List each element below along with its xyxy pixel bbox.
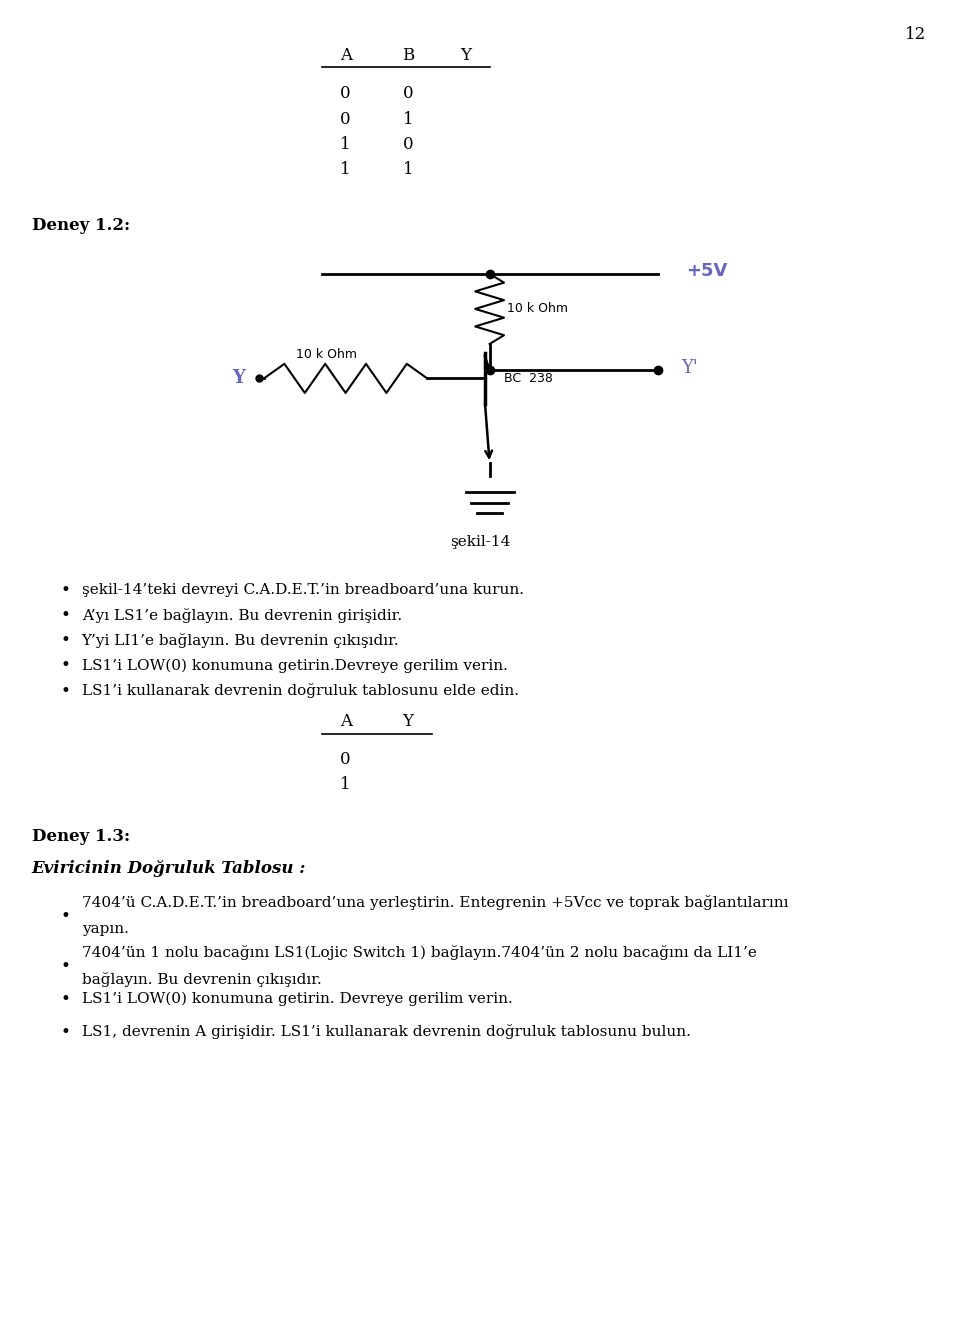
Text: B: B — [402, 46, 414, 64]
Text: LS1, devrenin A girişidir. LS1’i kullanarak devrenin doğruluk tablosunu bulun.: LS1, devrenin A girişidir. LS1’i kullana… — [82, 1024, 690, 1040]
Text: 0: 0 — [402, 86, 414, 102]
Text: Y: Y — [460, 46, 471, 64]
Text: Y’yi LI1’e bağlayın. Bu devrenin çıkışıdır.: Y’yi LI1’e bağlayın. Bu devrenin çıkışıd… — [82, 632, 399, 648]
Text: Eviricinin Doğruluk Tablosu :: Eviricinin Doğruluk Tablosu : — [32, 860, 306, 877]
Text: Y': Y' — [682, 359, 698, 377]
Text: Deney 1.2:: Deney 1.2: — [32, 217, 130, 234]
Text: 0: 0 — [402, 136, 414, 152]
Text: LS1’i LOW(0) konumuna getirin.Devreye gerilim verin.: LS1’i LOW(0) konumuna getirin.Devreye ge… — [82, 659, 508, 672]
Text: •: • — [60, 681, 70, 700]
Text: •: • — [60, 957, 70, 975]
Text: •: • — [60, 606, 70, 624]
Text: •: • — [60, 656, 70, 675]
Text: +5V: +5V — [686, 262, 728, 280]
Text: Deney 1.3:: Deney 1.3: — [32, 828, 130, 845]
Text: 1: 1 — [402, 161, 414, 177]
Text: A’yı LS1’e bağlayın. Bu devrenin girişidir.: A’yı LS1’e bağlayın. Bu devrenin girişid… — [82, 607, 401, 623]
Text: 7404’ü C.A.D.E.T.’in breadboard’una yerleştirin. Entegrenin +5Vcc ve toprak bağl: 7404’ü C.A.D.E.T.’in breadboard’una yerl… — [82, 894, 788, 910]
Text: A: A — [340, 46, 351, 64]
Text: 1: 1 — [402, 111, 414, 127]
Text: •: • — [60, 1023, 70, 1041]
Text: BC  238: BC 238 — [504, 372, 553, 385]
Text: 10 k Ohm: 10 k Ohm — [507, 302, 568, 315]
Text: 1: 1 — [340, 777, 351, 792]
Text: Y: Y — [402, 713, 414, 730]
Text: •: • — [60, 581, 70, 599]
Text: 1: 1 — [340, 136, 351, 152]
Text: Y: Y — [231, 369, 245, 388]
Text: •: • — [60, 631, 70, 650]
Text: şekil-14’teki devreyi C.A.D.E.T.’in breadboard’una kurun.: şekil-14’teki devreyi C.A.D.E.T.’in brea… — [82, 583, 523, 597]
Text: yapın.: yapın. — [82, 922, 129, 935]
Text: 0: 0 — [340, 111, 351, 127]
Text: bağlayın. Bu devrenin çıkışıdır.: bağlayın. Bu devrenin çıkışıdır. — [82, 971, 322, 987]
Text: 0: 0 — [340, 86, 351, 102]
Text: 0: 0 — [340, 751, 351, 767]
Text: LS1’i LOW(0) konumuna getirin. Devreye gerilim verin.: LS1’i LOW(0) konumuna getirin. Devreye g… — [82, 992, 513, 1005]
Text: 7404’ün 1 nolu bacağını LS1(Lojic Switch 1) bağlayın.7404’ün 2 nolu bacağını da : 7404’ün 1 nolu bacağını LS1(Lojic Switch… — [82, 945, 756, 960]
Text: 1: 1 — [340, 161, 351, 177]
Text: 12: 12 — [905, 26, 926, 44]
Text: •: • — [60, 906, 70, 925]
Text: A: A — [340, 713, 351, 730]
Text: •: • — [60, 990, 70, 1008]
Text: 10 k Ohm: 10 k Ohm — [296, 348, 357, 361]
Text: şekil-14: şekil-14 — [450, 536, 510, 549]
Text: LS1’i kullanarak devrenin doğruluk tablosunu elde edin.: LS1’i kullanarak devrenin doğruluk tablo… — [82, 683, 518, 699]
